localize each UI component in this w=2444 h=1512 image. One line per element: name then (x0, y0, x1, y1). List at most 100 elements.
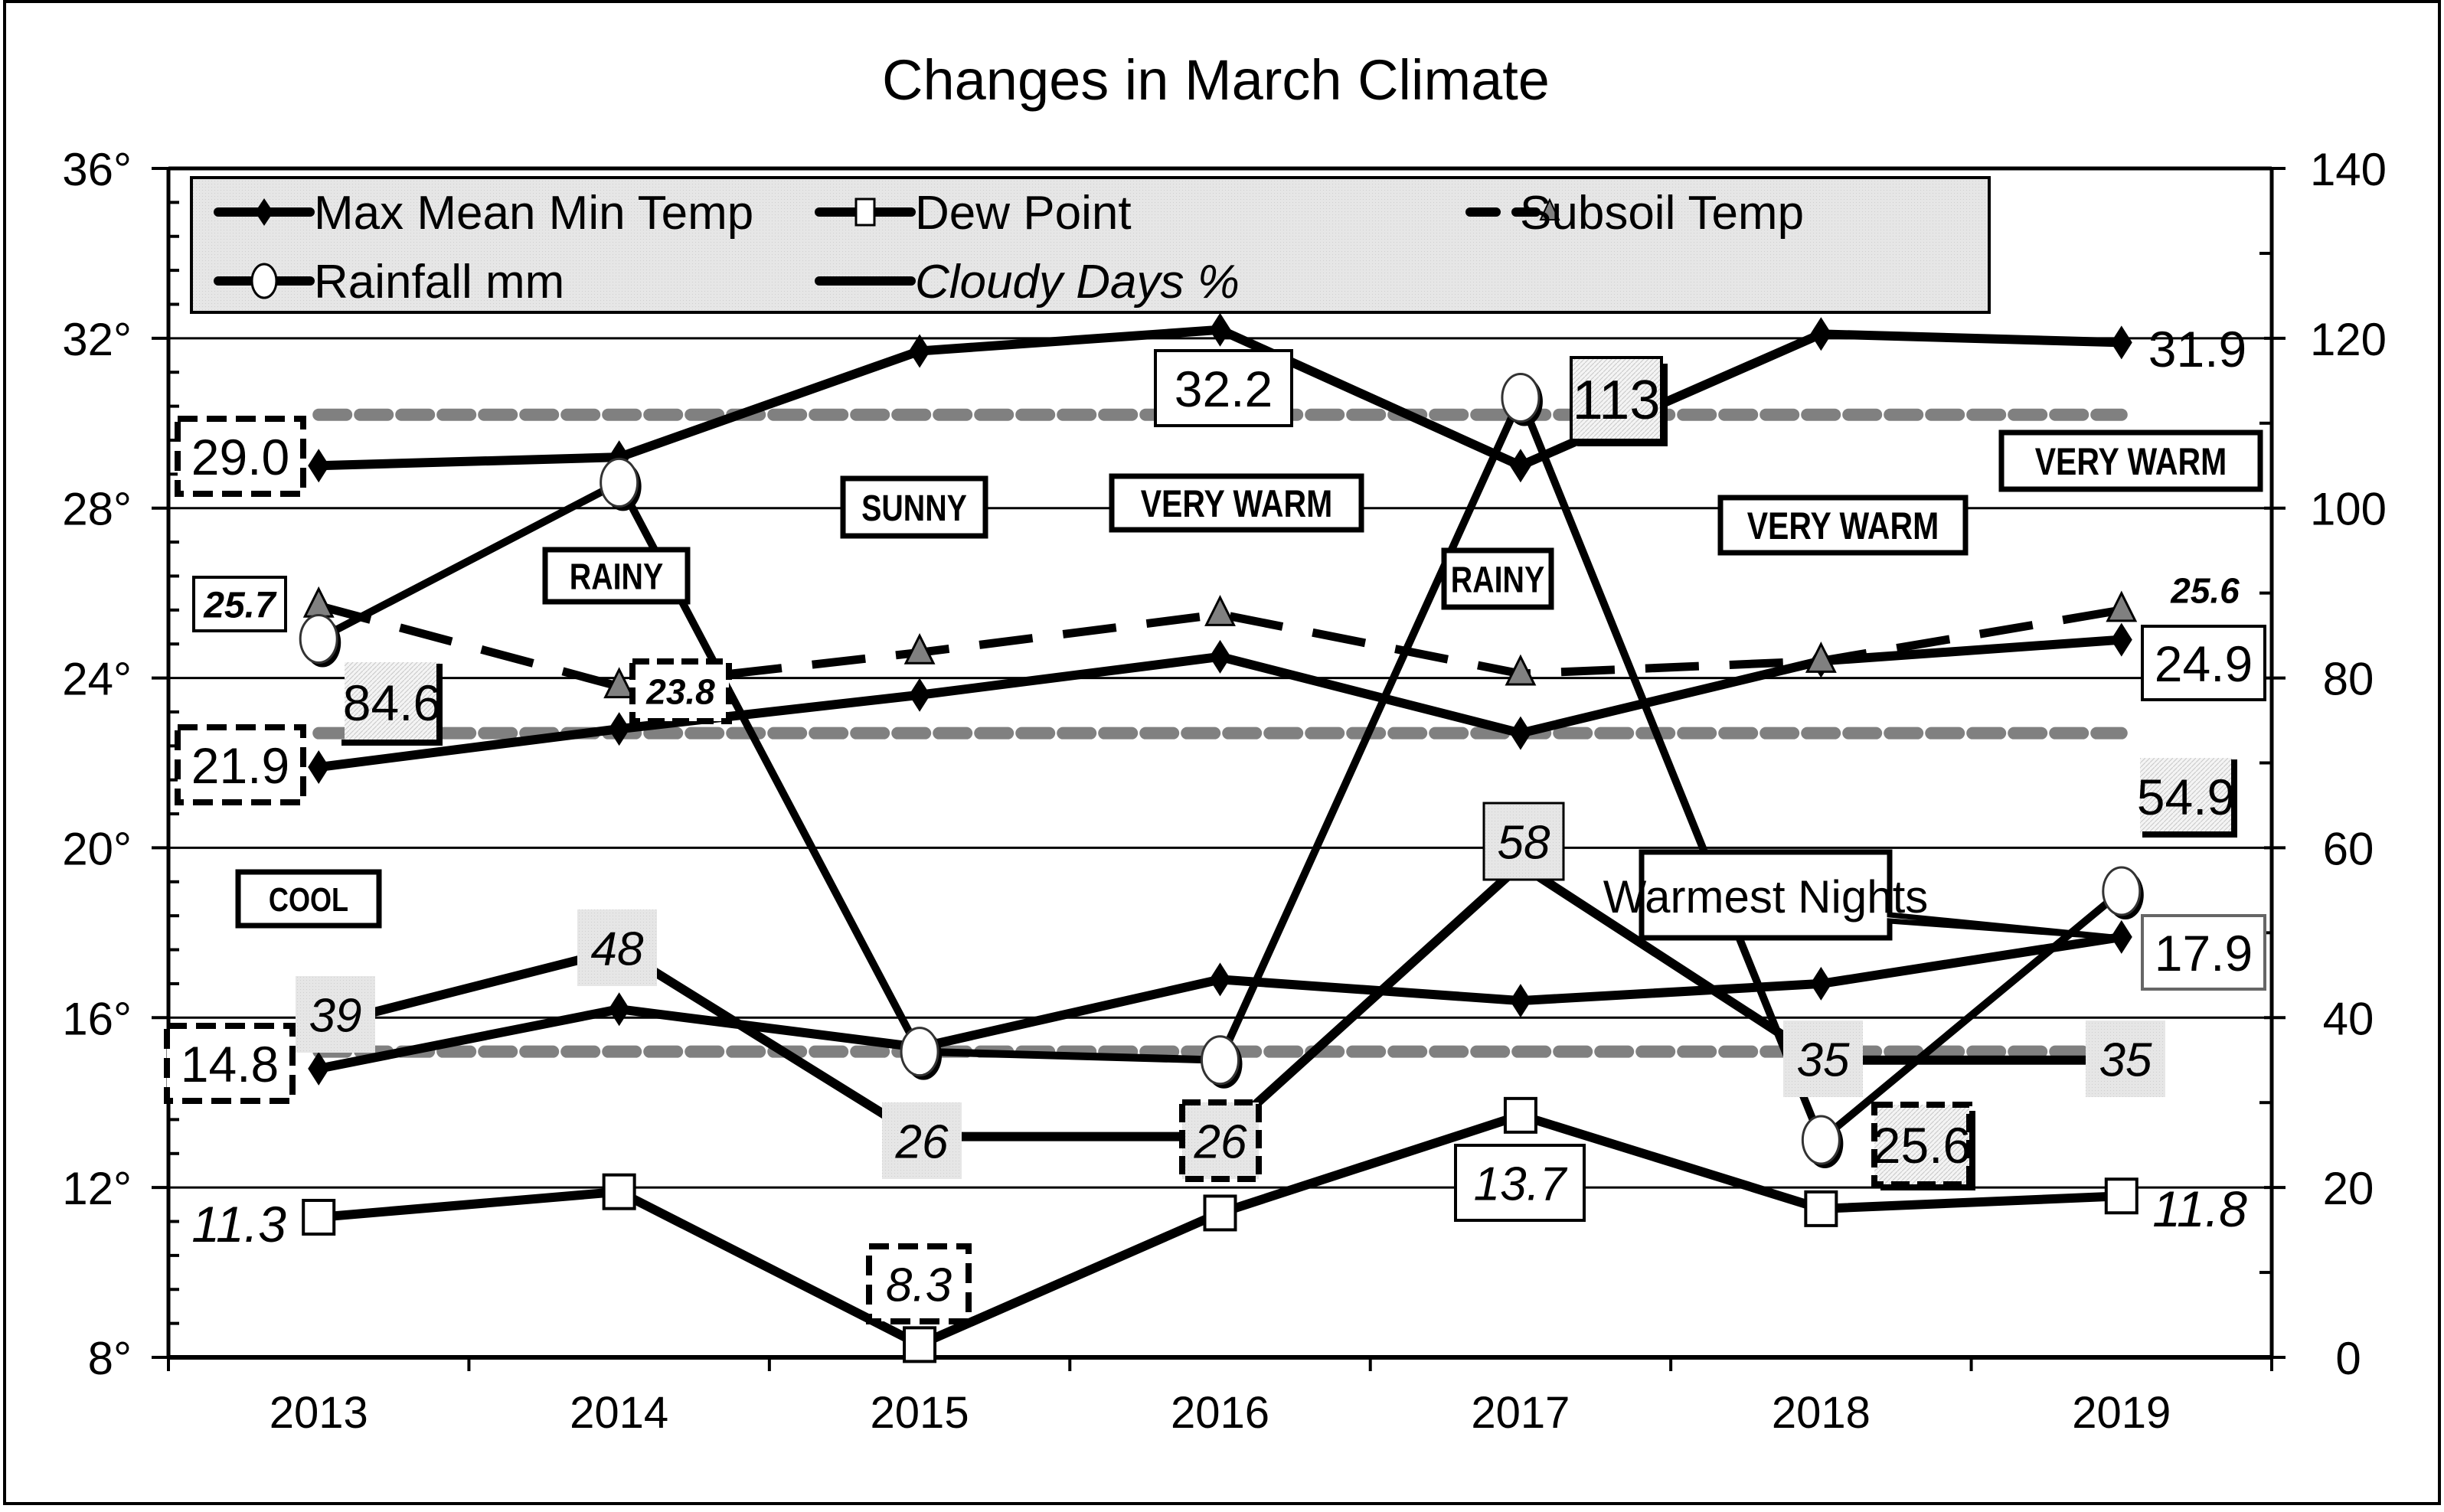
label-dew-2017: 13.7 (1474, 1158, 1568, 1210)
square-marker (302, 1198, 336, 1236)
diamond-marker (1209, 312, 1231, 347)
label-cloudy-2016: 26 (1194, 1115, 1247, 1168)
label-dew-2015-box (866, 1243, 972, 1324)
annotation-very-warm-2018-box (1717, 495, 1969, 556)
diamond-marker (2110, 919, 2132, 954)
diamond-marker (1509, 716, 1531, 750)
label-rain-2019-box (2140, 758, 2232, 834)
y-left-tick-label: 32° (62, 314, 132, 365)
label-cloudy-2013-box (296, 976, 375, 1053)
label-mean-2019-box (2141, 625, 2266, 701)
diamond-marker (1509, 449, 1531, 483)
annotation-warmest-nights: Warmest Nights (1603, 871, 1929, 923)
diamond-marker (308, 449, 330, 483)
label-cloudy-2019-box (2086, 1021, 2165, 1097)
circle-icon (250, 263, 278, 299)
square-icon (854, 198, 876, 227)
label-max-2013: 29.0 (191, 429, 289, 485)
label-subsoil-2014-box (629, 658, 732, 724)
diamond-marker (608, 992, 630, 1027)
label-mean-2013: 21.9 (191, 737, 289, 794)
label-rain-2018: 25.6 (1873, 1117, 1971, 1174)
label-cloudy-2014-box (577, 909, 657, 986)
label-mean-2019: 24.9 (2155, 635, 2253, 692)
label-min-2013: 14.8 (181, 1036, 279, 1092)
y-left-tick-label: 20° (62, 823, 132, 874)
annotation-rainy-2014-box (542, 547, 691, 605)
annotation-very-warm-2016: VERY WARM (1141, 482, 1333, 525)
data-labels: 29.0 32.2 31.9 21.9 24.9 14.8 17.9 11.3 8.3 13.7 1… (164, 321, 2266, 1324)
annotation-cool-box (235, 869, 382, 929)
square-marker (903, 1326, 937, 1363)
legend-label: Rainfall mm (314, 256, 564, 309)
legend: Max Mean Min Temp Dew Point Subsoil Temp Ra… (190, 176, 1991, 314)
label-min-2019-box (2141, 914, 2266, 991)
label-max-2019: 31.9 (2148, 321, 2246, 377)
y-right-tick-label: 40 (2323, 993, 2374, 1044)
annotation-cool: COOL (269, 880, 348, 918)
x-tick-label: 2019 (2072, 1388, 2171, 1438)
series-layer (299, 312, 2144, 1363)
x-tick-label: 2017 (1471, 1388, 1570, 1438)
annotation-sunny: SUNNY (861, 488, 967, 529)
annotations: COOL RAINY SUNNY VERY WARM RAINY VERY WARM VER… (235, 429, 2263, 941)
square-marker (1203, 1194, 1237, 1232)
square-marker (602, 1173, 636, 1210)
label-cloudy-2015: 26 (895, 1115, 949, 1168)
triangle-marker (603, 667, 636, 699)
diamond-marker (1810, 317, 1832, 351)
diamond-marker (608, 712, 630, 746)
y-left-tick-label: 12° (62, 1163, 132, 1214)
label-dew-2019: 11.8 (2152, 1181, 2247, 1237)
square-marker (2104, 1177, 2138, 1215)
label-rain-2013-box (345, 662, 439, 742)
x-tick-label: 2018 (1772, 1388, 1871, 1438)
legend-label: Dew Point (915, 187, 1132, 240)
label-subsoil-2013-box (192, 576, 287, 632)
axes: 8° 12° 16° 20° 24° 28° 32° 36° 0 20 40 60 80 100 120 14… (62, 144, 2387, 1438)
circle-marker (600, 457, 639, 508)
label-rain-2019-edge (2142, 759, 2237, 838)
label-cloudy-2019: 35 (2099, 1034, 2152, 1086)
label-cloudy-2013: 39 (309, 989, 362, 1042)
circle-marker (1201, 1035, 1240, 1086)
label-cloudy-2017-box (1482, 802, 1565, 881)
label-dew-2017-box (1454, 1144, 1586, 1222)
circle-marker (1501, 373, 1541, 423)
triangle-marker (2106, 590, 2138, 622)
legend-box (190, 176, 1991, 314)
annotation-warmest-nights-box (1639, 849, 2122, 941)
diamond-marker (308, 1051, 330, 1086)
label-subsoil-2013: 25.7 (203, 585, 277, 625)
diamond-marker (2110, 622, 2132, 657)
label-cloudy-2018-box (1783, 1021, 1863, 1097)
y-right-tick-label: 20 (2323, 1163, 2374, 1214)
label-rain-2013: 84.6 (343, 674, 441, 731)
label-rain-2013-edge (341, 664, 443, 746)
label-cloudy-2014: 48 (591, 923, 644, 975)
label-rain-2017: 113 (1573, 370, 1661, 431)
annotation-rainy-2017: RAINY (1451, 560, 1544, 601)
label-rain-2019: 54.9 (2137, 769, 2235, 825)
y-right-tick-label: 100 (2310, 484, 2387, 535)
y-right-tick-label: 80 (2323, 654, 2374, 705)
y-left-tick-label: 28° (62, 484, 132, 535)
y-left-tick-label: 16° (62, 993, 132, 1044)
y-right-tick-label: 140 (2310, 144, 2387, 195)
annotation-very-warm-2019-box (1998, 429, 2263, 492)
label-subsoil-2014: 23.8 (645, 672, 715, 712)
annotation-very-warm-2016-box (1109, 473, 1364, 533)
label-max-2013-box (175, 416, 306, 497)
circle-marker (900, 1027, 939, 1077)
x-tick-label: 2015 (871, 1388, 969, 1438)
label-dew-2015: 8.3 (886, 1259, 952, 1311)
triangle-marker (1805, 642, 1837, 673)
circle-marker (2102, 866, 2142, 916)
diamond-marker (1509, 984, 1531, 1018)
triangle-marker (1204, 595, 1236, 626)
label-mean-2013-box (175, 724, 306, 805)
y-right-tick-label: 120 (2310, 314, 2387, 365)
label-max-2016: 32.2 (1175, 361, 1273, 417)
triangle-icon (1539, 198, 1560, 220)
